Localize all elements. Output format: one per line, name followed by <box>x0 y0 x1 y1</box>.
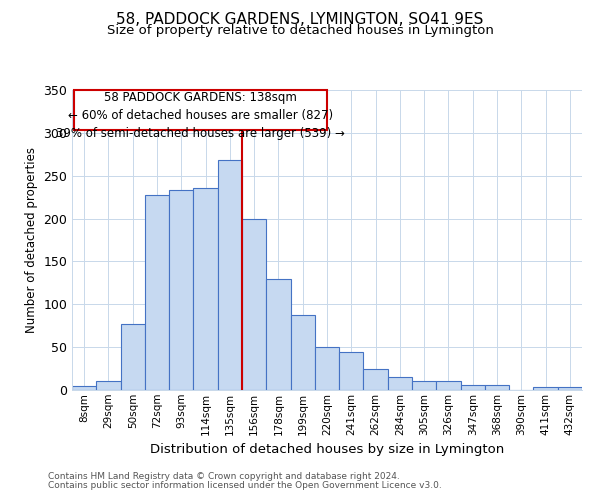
Bar <box>193 188 218 390</box>
Bar <box>121 324 145 390</box>
Text: 58 PADDOCK GARDENS: 138sqm: 58 PADDOCK GARDENS: 138sqm <box>104 92 297 104</box>
Bar <box>485 385 509 390</box>
Bar <box>145 194 169 390</box>
Bar <box>533 388 558 390</box>
Y-axis label: Number of detached properties: Number of detached properties <box>25 147 38 333</box>
Bar <box>169 190 193 390</box>
Bar <box>558 386 582 390</box>
Text: 58, PADDOCK GARDENS, LYMINGTON, SO41 9ES: 58, PADDOCK GARDENS, LYMINGTON, SO41 9ES <box>116 12 484 28</box>
Bar <box>72 386 96 390</box>
Text: Contains HM Land Registry data © Crown copyright and database right 2024.: Contains HM Land Registry data © Crown c… <box>48 472 400 481</box>
Text: ← 60% of detached houses are smaller (827): ← 60% of detached houses are smaller (82… <box>68 110 333 122</box>
Bar <box>461 385 485 390</box>
Bar <box>242 218 266 390</box>
Text: Contains public sector information licensed under the Open Government Licence v3: Contains public sector information licen… <box>48 481 442 490</box>
Text: Size of property relative to detached houses in Lymington: Size of property relative to detached ho… <box>107 24 493 37</box>
X-axis label: Distribution of detached houses by size in Lymington: Distribution of detached houses by size … <box>150 443 504 456</box>
Bar <box>388 377 412 390</box>
FancyBboxPatch shape <box>74 90 327 130</box>
Bar <box>218 160 242 390</box>
Bar <box>315 347 339 390</box>
Bar <box>436 382 461 390</box>
Bar <box>364 368 388 390</box>
Bar <box>339 352 364 390</box>
Bar <box>290 316 315 390</box>
Bar <box>412 382 436 390</box>
Text: 39% of semi-detached houses are larger (539) →: 39% of semi-detached houses are larger (… <box>56 128 345 140</box>
Bar <box>266 278 290 390</box>
Bar <box>96 382 121 390</box>
